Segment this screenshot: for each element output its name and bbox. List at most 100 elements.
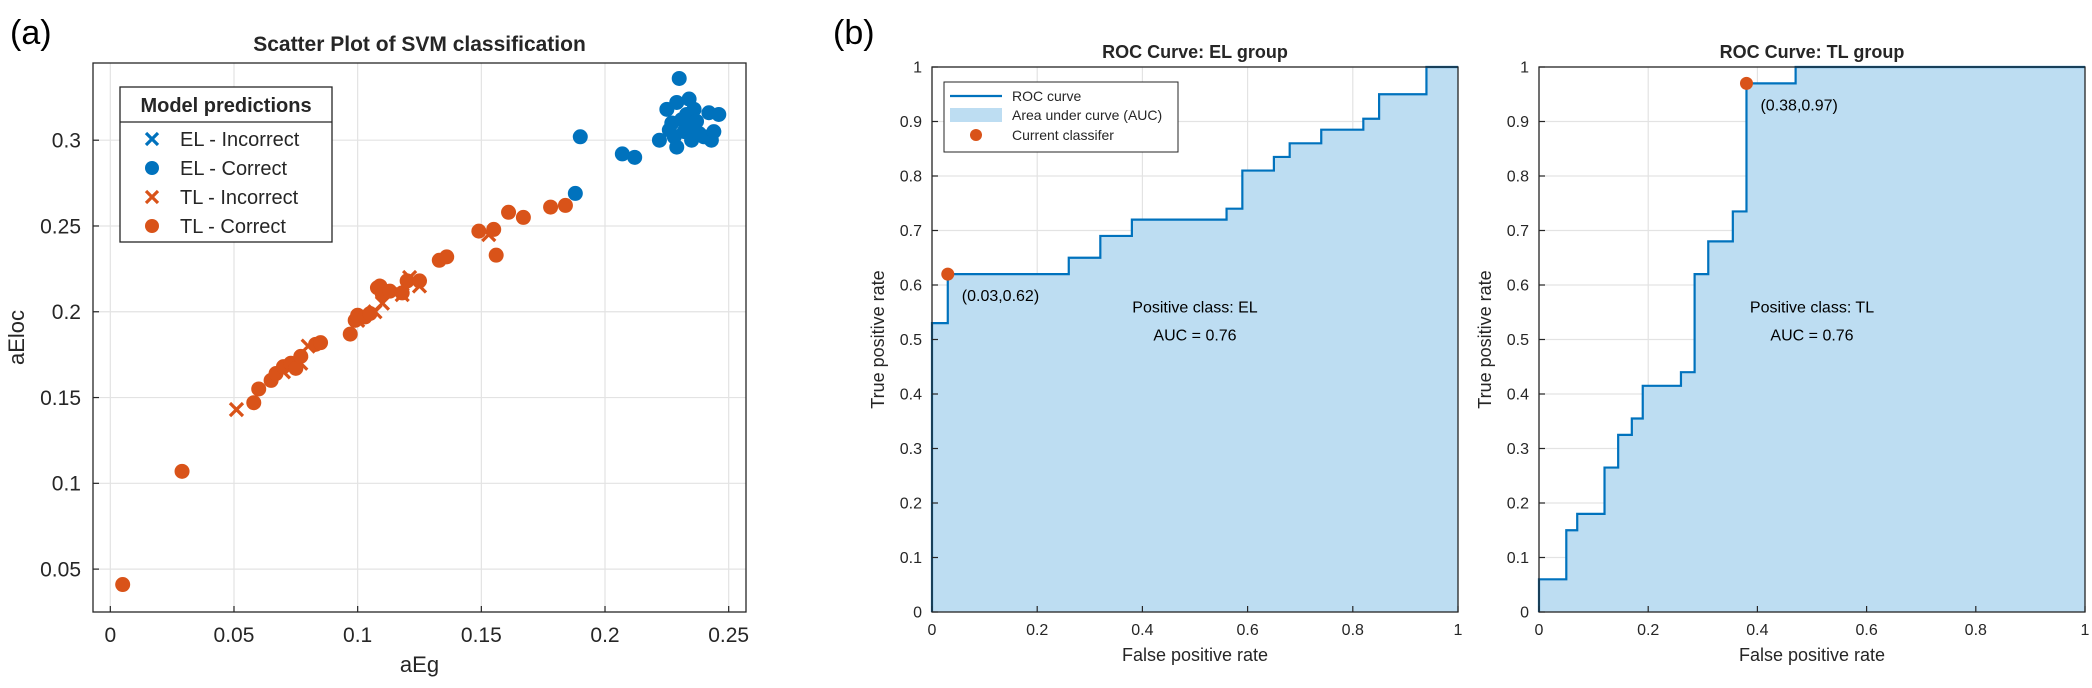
point-tl-correct [486,221,502,237]
chart-title: ROC Curve: TL group [1720,42,1905,62]
y-tick-label: 0.5 [1507,332,1529,349]
y-tick-label: 0.9 [1507,114,1529,131]
point-el-correct [706,124,722,140]
y-tick-label: 0.1 [900,550,922,567]
legend-marker [144,189,160,205]
x-tick-label: 0.4 [1131,622,1153,639]
point-el-correct [689,113,705,129]
point-el-correct [669,94,685,110]
current-classifier-point [941,267,955,281]
x-tick-label: 0.2 [1026,622,1048,639]
current-classifier-label: (0.03,0.62) [962,288,1039,305]
y-tick-label: 0 [913,605,922,622]
point-el-correct [669,139,685,155]
y-tick-label: 0.7 [1507,223,1529,240]
x-axis-label: False positive rate [1739,645,1885,665]
x-tick-label: 0.2 [590,624,619,647]
legend-label: Current classifer [1012,127,1114,143]
legend-marker [950,108,1002,122]
point-tl-correct [439,249,455,265]
legend-title: Model predictions [140,95,311,117]
point-tl-correct [362,305,378,321]
point-el-correct [567,185,583,201]
point-tl-correct [394,285,410,301]
y-tick-label: 1 [1520,60,1529,77]
legend-marker [145,161,159,175]
legend: ROC curve Area under curve (AUC) Current c… [943,81,1179,153]
x-tick-label: 0 [928,622,937,639]
point-tl-correct [471,223,487,239]
panel-label-a: (a) [10,14,52,52]
point-tl-correct [174,463,190,479]
y-tick-label: 0.2 [900,496,922,513]
point-el-correct [651,132,667,148]
current-classifier-label: (0.38,0.97) [1760,97,1837,114]
point-tl-incorrect [228,401,245,418]
point-tl-correct [515,209,531,225]
point-tl-correct [342,326,358,342]
y-tick-label: 0.8 [900,169,922,186]
point-tl-correct [313,335,329,351]
point-el-correct [671,70,687,86]
legend-marker [145,219,159,233]
point-el-correct [711,106,727,122]
x-tick-label: 0 [104,624,116,647]
x-tick-label: 0.1 [343,624,372,647]
y-tick-label: 1 [913,60,922,77]
x-tick-label: 0.25 [708,624,749,647]
point-tl-correct [288,360,304,376]
y-tick-label: 0.7 [900,223,922,240]
y-tick-label: 0.25 [40,215,81,238]
x-tick-label: 1 [2081,622,2090,639]
point-el-correct [686,101,702,117]
point-tl-correct [293,348,309,364]
legend-label: EL - Correct [180,158,288,180]
point-tl-correct [246,395,262,411]
x-tick-label: 0.6 [1855,622,1877,639]
roc-tl-chart: (0.38,0.97) Positive class: TL AUC = 0.76 0… [1475,42,2090,665]
chart-title: ROC Curve: EL group [1102,42,1288,62]
y-axis-label: aEloc [4,310,29,365]
auc-value-label: AUC = 0.76 [1770,327,1853,344]
point-el-correct [572,129,588,145]
y-tick-label: 0 [1520,605,1529,622]
svm-scatter-chart: 0 0.05 0.1 0.15 0.2 0.25 0.05 0.1 0.15 0.2 0.25 0.3… [4,33,749,677]
y-tick-label: 0.3 [900,441,922,458]
x-axis-label: False positive rate [1122,645,1268,665]
x-axis-label: aEg [400,652,439,677]
chart-title: Scatter Plot of SVM classification [253,33,586,56]
y-axis-label: True positive rate [1475,270,1495,408]
y-tick-label: 0.2 [52,301,81,324]
positive-class-label: Positive class: EL [1132,299,1257,316]
y-tick-label: 0.4 [1507,387,1529,404]
y-tick-label: 0.15 [40,387,81,410]
x-tick-label: 0.8 [1342,622,1364,639]
x-tick-label: 0.8 [1965,622,1987,639]
y-tick-label: 0.8 [1507,169,1529,186]
legend-label: TL - Correct [180,216,286,238]
current-classifier-point [1739,76,1753,90]
auc-area [932,67,1458,612]
point-tl-correct [382,283,398,299]
legend-label: ROC curve [1012,88,1081,104]
point-tl-correct [115,577,131,593]
y-tick-label: 0.05 [40,558,81,581]
y-tick-label: 0.1 [1507,550,1529,567]
point-tl-correct [501,204,517,220]
roc-curve-line [1537,65,2085,612]
x-tick-label: 0.4 [1746,622,1768,639]
point-el-correct [627,149,643,165]
roc-curve-line [930,65,1458,612]
roc-el-chart: (0.03,0.62) Positive class: EL AUC = 0.76 0… [868,42,1463,665]
point-tl-correct [488,247,504,263]
point-tl-correct [543,199,559,215]
point-tl-correct [557,197,573,213]
y-tick-label: 0.9 [900,114,922,131]
legend-label: EL - Incorrect [180,129,300,151]
point-el-correct [614,146,630,162]
x-tick-label: 0.2 [1637,622,1659,639]
y-axis-label: True positive rate [868,270,888,408]
x-tick-label: 1 [1454,622,1463,639]
point-tl-correct [399,273,415,289]
